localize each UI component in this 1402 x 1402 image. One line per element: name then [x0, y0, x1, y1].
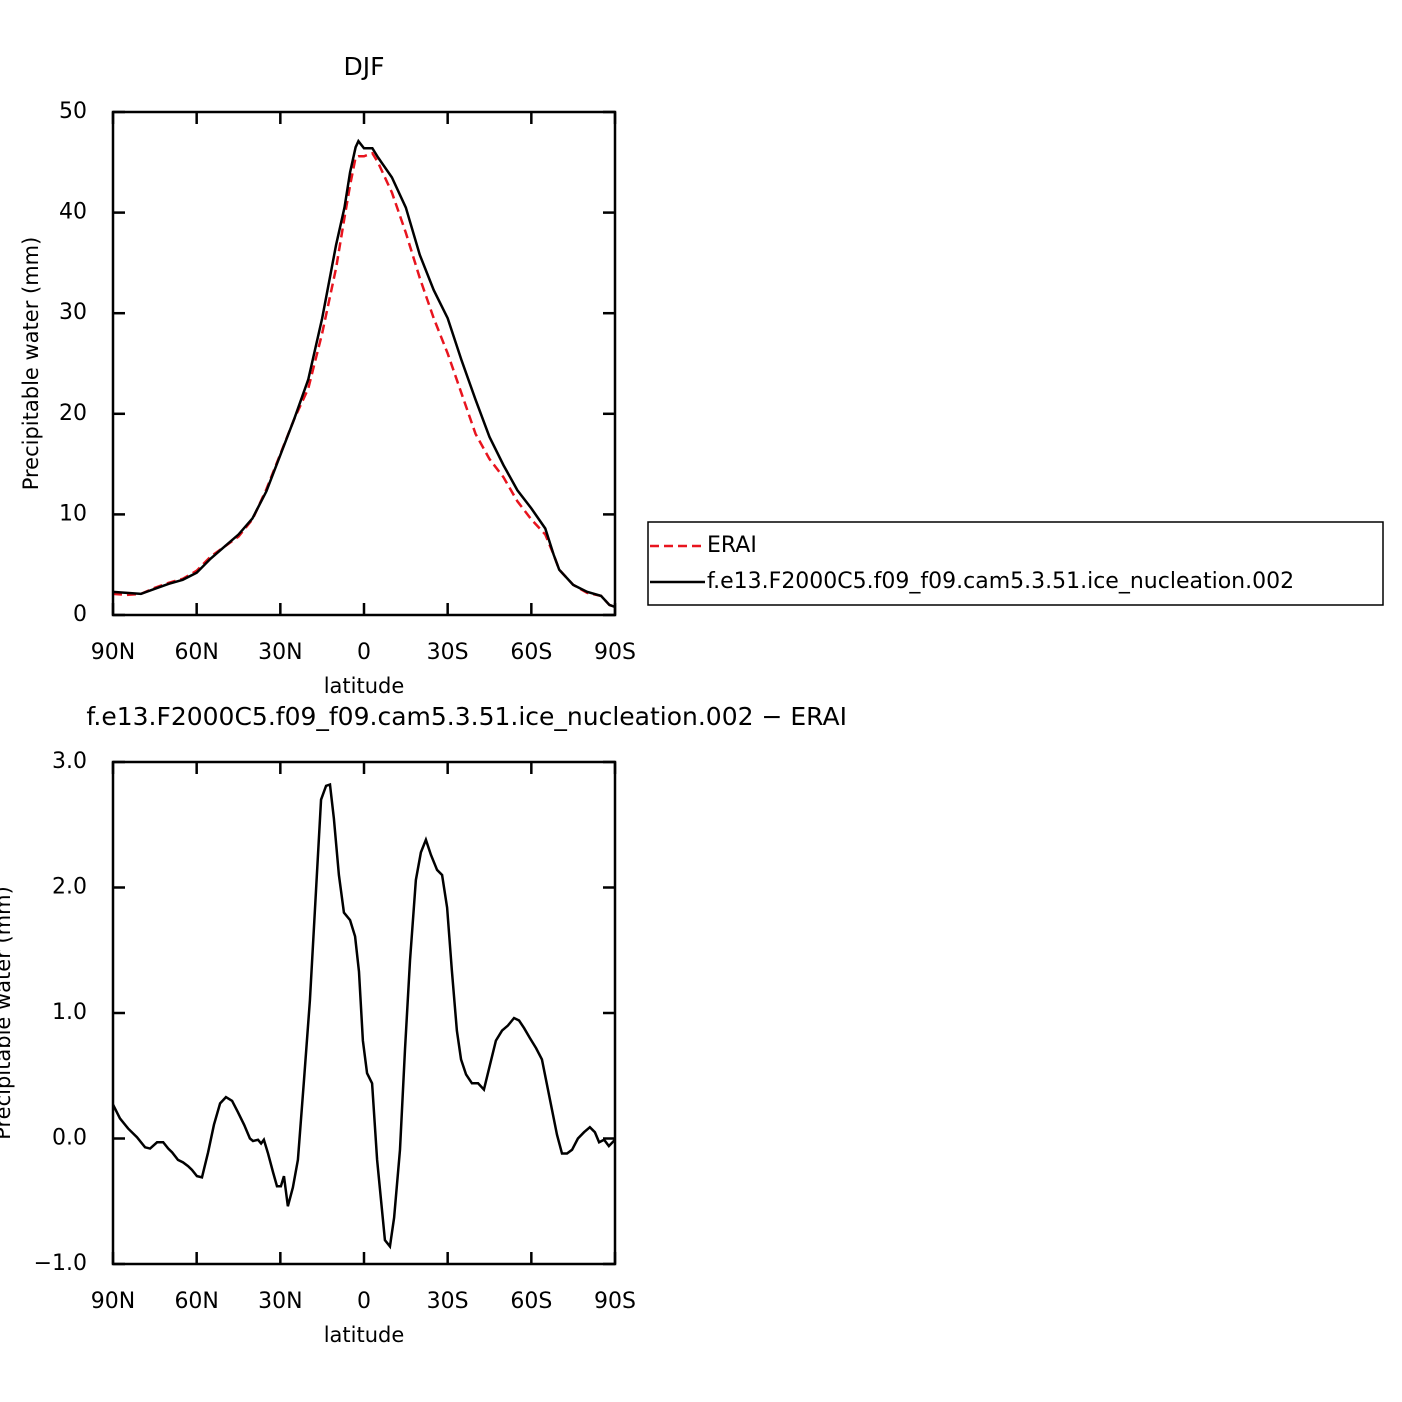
x-tick-label: 30S	[427, 1289, 469, 1314]
x-tick-label: 60N	[174, 640, 218, 665]
y-tick-label: 3.0	[52, 749, 87, 774]
x-tick-label: 30S	[427, 640, 469, 665]
legend-label: ERAI	[707, 533, 757, 558]
data-line	[112, 151, 616, 609]
x-tick-label: 90N	[91, 640, 135, 665]
y-tick-label: 40	[59, 200, 87, 225]
plot-frame	[111, 760, 617, 1266]
x-tick-label: 0	[357, 640, 371, 665]
y-tick-label: 0	[73, 602, 87, 627]
legend-label: f.e13.F2000C5.f09_f09.cam5.3.51.ice_nucl…	[707, 569, 1294, 594]
x-tick-label: 30N	[258, 640, 302, 665]
x-tick-label: 60N	[174, 1289, 218, 1314]
y-tick-label: −1.0	[34, 1251, 87, 1276]
data-line	[112, 138, 616, 609]
x-tick-label: 60S	[510, 1289, 552, 1314]
y-tick-label: 20	[59, 401, 87, 426]
x-tick-label: 90S	[594, 1289, 636, 1314]
y-axis-label: Precipitable water (mm)	[0, 886, 15, 1140]
chart-title: f.e13.F2000C5.f09_f09.cam5.3.51.ice_nucl…	[86, 702, 847, 731]
legend-box	[647, 521, 1384, 606]
y-tick-label: 1.0	[52, 1000, 87, 1025]
chart-title: DJF	[343, 52, 384, 81]
x-tick-label: 60S	[510, 640, 552, 665]
x-tick-label: 30N	[258, 1289, 302, 1314]
x-tick-label: 90N	[91, 1289, 135, 1314]
data-line	[111, 782, 616, 1250]
x-axis-label: latitude	[324, 674, 405, 698]
y-tick-label: 10	[59, 501, 87, 526]
x-tick-label: 90S	[594, 640, 636, 665]
x-tick-label: 0	[357, 1289, 371, 1314]
x-axis-label: latitude	[324, 1323, 405, 1347]
y-tick-label: 50	[59, 99, 87, 124]
y-axis-label: Precipitable water (mm)	[19, 237, 43, 491]
plot-frame	[111, 110, 617, 617]
y-tick-label: 0.0	[52, 1126, 87, 1151]
y-tick-label: 30	[59, 300, 87, 325]
y-tick-label: 2.0	[52, 875, 87, 900]
